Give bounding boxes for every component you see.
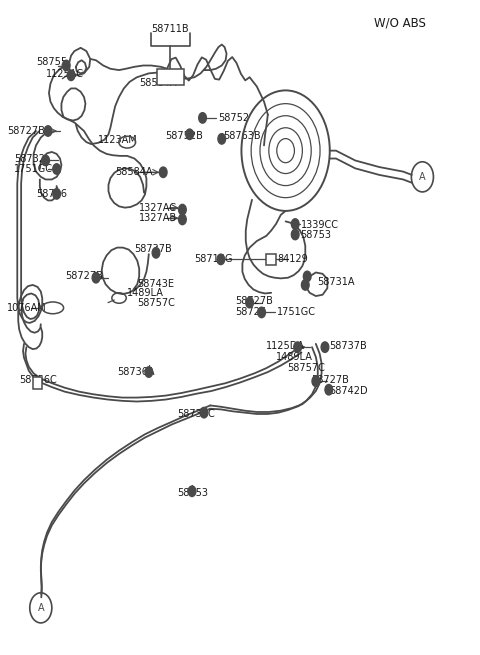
Text: 1076AM: 1076AM — [7, 303, 47, 313]
Bar — [266, 254, 276, 265]
Circle shape — [179, 204, 186, 215]
Circle shape — [186, 129, 193, 140]
Text: 58711B: 58711B — [152, 24, 189, 35]
Bar — [33, 377, 42, 389]
Text: 58763B: 58763B — [223, 130, 261, 141]
Text: 58736A: 58736A — [118, 367, 155, 377]
Circle shape — [53, 164, 60, 174]
Circle shape — [301, 280, 309, 290]
Circle shape — [159, 167, 167, 178]
Text: 1489LA: 1489LA — [276, 352, 313, 362]
Circle shape — [188, 486, 196, 496]
Text: 1125AC: 1125AC — [46, 69, 84, 79]
Circle shape — [303, 271, 311, 282]
Text: 58757C: 58757C — [137, 298, 175, 309]
Text: 58743E: 58743E — [137, 278, 174, 289]
Text: 58584A: 58584A — [115, 167, 153, 178]
Text: 1327AB: 1327AB — [139, 213, 177, 223]
Text: 1489LA: 1489LA — [127, 288, 164, 299]
Circle shape — [321, 342, 329, 352]
Text: 58727B: 58727B — [235, 296, 273, 307]
Text: W/O ABS: W/O ABS — [374, 16, 426, 29]
Circle shape — [152, 248, 160, 258]
Text: A: A — [37, 603, 44, 613]
Text: 58727B: 58727B — [311, 375, 349, 385]
Circle shape — [312, 376, 320, 386]
Circle shape — [53, 189, 60, 199]
Circle shape — [199, 113, 206, 123]
Text: 1751GC: 1751GC — [14, 164, 53, 174]
Circle shape — [67, 70, 75, 81]
Circle shape — [92, 272, 100, 283]
Text: 58755: 58755 — [36, 57, 67, 67]
Text: 58753: 58753 — [178, 487, 209, 498]
Circle shape — [291, 219, 299, 229]
Text: 58732: 58732 — [14, 153, 46, 164]
Circle shape — [325, 384, 333, 395]
Text: 58753: 58753 — [300, 230, 332, 240]
Text: 1327AC: 1327AC — [139, 202, 177, 213]
Text: 84129: 84129 — [277, 254, 308, 265]
Circle shape — [145, 367, 153, 377]
Text: 58756C: 58756C — [19, 375, 57, 385]
Text: 58727B: 58727B — [7, 126, 45, 136]
Circle shape — [179, 214, 186, 225]
Text: 58731A: 58731A — [317, 277, 354, 288]
Text: 58737B: 58737B — [134, 244, 172, 254]
Circle shape — [258, 307, 265, 318]
Circle shape — [291, 229, 299, 240]
Circle shape — [217, 254, 225, 265]
Text: 58742D: 58742D — [329, 386, 367, 396]
Text: 1339CC: 1339CC — [300, 219, 338, 230]
Circle shape — [218, 134, 226, 144]
Text: A: A — [419, 172, 426, 182]
Circle shape — [294, 342, 301, 352]
Text: 58715G: 58715G — [194, 254, 233, 265]
Bar — [157, 69, 183, 85]
Text: 1751GC: 1751GC — [277, 307, 316, 318]
Text: 58752B: 58752B — [166, 130, 204, 141]
Text: 58726: 58726 — [36, 189, 67, 199]
Text: 58726: 58726 — [235, 307, 266, 318]
Text: 58757C: 58757C — [287, 363, 325, 373]
Text: 58737B: 58737B — [329, 341, 367, 351]
Circle shape — [200, 407, 208, 418]
Text: 58584A: 58584A — [139, 78, 177, 88]
Circle shape — [246, 297, 253, 308]
Text: 58752: 58752 — [218, 113, 250, 123]
Circle shape — [42, 155, 49, 166]
Circle shape — [62, 60, 70, 71]
Text: 1125DA: 1125DA — [266, 341, 305, 351]
Text: 58727B: 58727B — [65, 271, 103, 282]
Circle shape — [44, 126, 52, 136]
Text: 1123AM: 1123AM — [98, 134, 138, 145]
Text: 58735C: 58735C — [178, 409, 216, 419]
